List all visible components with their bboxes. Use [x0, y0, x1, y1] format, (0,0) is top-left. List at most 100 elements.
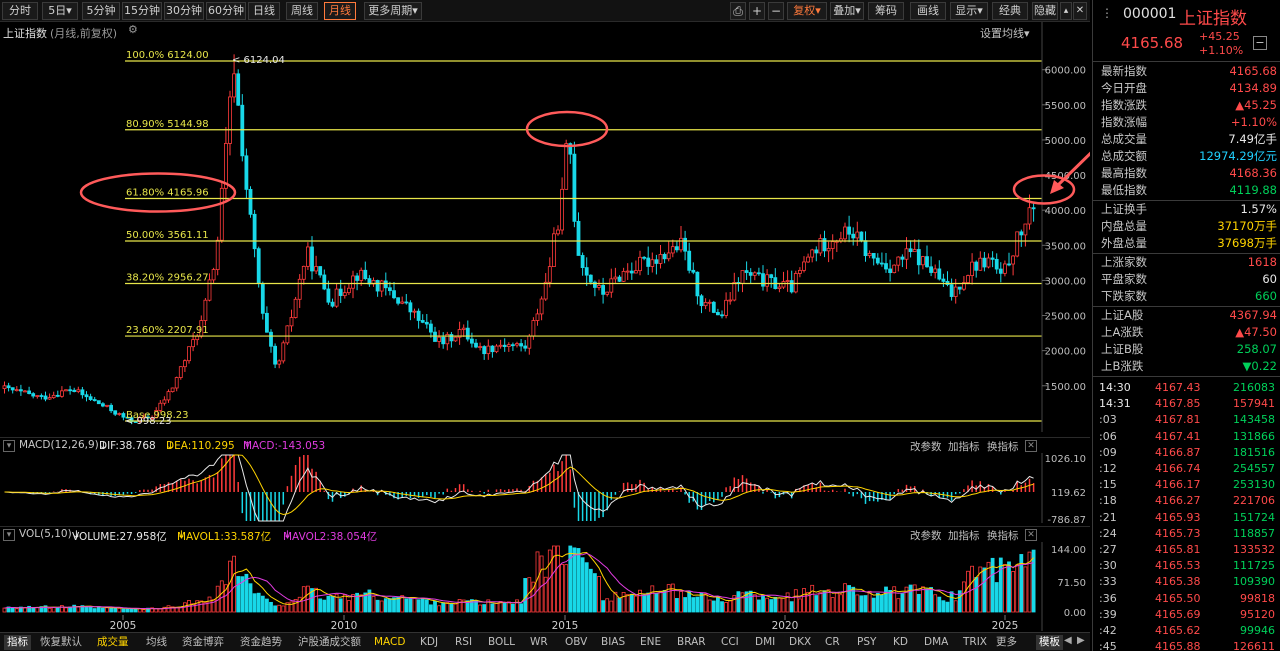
overlay-dropdown[interactable]: 叠加▾	[830, 2, 864, 20]
indicator-tab[interactable]: RSI	[455, 636, 473, 648]
macd-add-indicator[interactable]: 加指标	[948, 441, 980, 453]
candle	[330, 298, 335, 308]
indicator-tab[interactable]: CR	[825, 636, 840, 648]
period-button-30min[interactable]: 30分钟	[164, 2, 204, 20]
vol-bar	[219, 580, 224, 613]
vol-switch-indicator[interactable]: 换指标	[987, 530, 1019, 542]
period-button-daily[interactable]: 日线	[248, 2, 280, 20]
price-tick-label: 3000.00	[1045, 276, 1086, 287]
indicator-tab[interactable]: PSY	[857, 636, 877, 648]
indicator-tab[interactable]: KDJ	[420, 636, 439, 648]
candle-body	[810, 249, 815, 258]
close-icon[interactable]: ✕	[1073, 2, 1087, 20]
vol-header: ▾ VOL(5,10) VOLUME:27.958亿 ↓ MAVOL1:33.58…	[0, 526, 1090, 543]
more-periods-dropdown[interactable]: 更多周期▾	[364, 2, 422, 20]
indicator-tab[interactable]: 模板	[1036, 635, 1063, 650]
indicator-tab[interactable]: DKX	[789, 636, 812, 648]
indicator-tab[interactable]: 资金博弈	[182, 636, 224, 648]
indicator-tab[interactable]: KD	[893, 636, 908, 648]
indicator-tab[interactable]: DMA	[924, 636, 949, 648]
candle	[679, 225, 683, 253]
scroll-right-icon[interactable]: ▶	[1077, 635, 1085, 646]
candle	[916, 239, 921, 275]
macd-chart[interactable]: 1026.10 119.62 -786.87	[0, 453, 1090, 523]
adjust-dropdown[interactable]: 复权▾	[787, 2, 827, 20]
candle	[264, 306, 269, 333]
scroll-up-icon[interactable]: ▴	[1060, 2, 1072, 20]
vol-bar	[264, 598, 269, 613]
candle	[687, 242, 692, 274]
macd-edit-params[interactable]: 改参数	[910, 441, 942, 453]
quote-stat-label: 最低指数	[1101, 183, 1147, 197]
indicator-tab[interactable]: 成交量	[97, 636, 129, 648]
candle-body	[174, 377, 179, 389]
indicator-tab[interactable]: 均线	[146, 636, 167, 648]
hide-button[interactable]: 隐藏	[1032, 2, 1058, 20]
period-button-5min[interactable]: 5分钟	[82, 2, 120, 20]
chips-button[interactable]: 筹码	[868, 2, 904, 20]
period-button-intraday[interactable]: 分时	[2, 2, 38, 20]
draw-line-button[interactable]: 画线	[910, 2, 946, 20]
candle	[818, 234, 823, 256]
macd-switch-indicator[interactable]: 换指标	[987, 441, 1019, 453]
candle-body	[740, 270, 745, 284]
vol-bar	[539, 555, 544, 613]
vol-bar	[584, 562, 589, 613]
indicator-tab[interactable]: TRIX	[963, 636, 987, 648]
scroll-left-icon[interactable]: ◀	[1064, 635, 1072, 646]
menu-icon[interactable]: ⋮	[1101, 6, 1113, 20]
minimize-icon[interactable]: −	[1253, 36, 1267, 50]
indicator-tab[interactable]: DMI	[755, 636, 776, 648]
tick-row: 14:30 4167.43 216083	[1099, 379, 1277, 396]
candle	[785, 270, 790, 292]
indicator-tab[interactable]: MACD	[374, 636, 406, 648]
vol-bar	[301, 586, 306, 613]
period-button-weekly[interactable]: 周线	[286, 2, 318, 20]
period-button-5day[interactable]: 5日▾	[42, 2, 78, 20]
volume-chart[interactable]: 144.00 71.50 0.00 2005 2010 2015 2020 2025	[0, 542, 1090, 631]
indicator-tab[interactable]: OBV	[565, 636, 588, 648]
classic-button[interactable]: 经典	[992, 2, 1028, 20]
zoom-in-icon[interactable]: +	[749, 2, 765, 20]
vol-add-indicator[interactable]: 加指标	[948, 530, 980, 542]
tick-row: :18 4166.27 221706	[1099, 492, 1277, 509]
zoom-out-icon[interactable]: −	[768, 2, 784, 20]
vol-edit-params[interactable]: 改参数	[910, 530, 942, 542]
collapse-icon[interactable]: ▾	[3, 529, 15, 541]
close-icon[interactable]: ✕	[1025, 440, 1037, 452]
indicator-tab[interactable]: BRAR	[677, 636, 706, 648]
more-periods-label: 更多周期	[368, 4, 413, 17]
candle-body	[896, 256, 901, 266]
indicator-tab[interactable]: 恢复默认	[40, 636, 82, 648]
candle	[851, 227, 856, 246]
indicator-tab[interactable]: CCI	[721, 636, 739, 648]
settings-gear-icon[interactable]: ⚙	[128, 23, 138, 36]
candle-body	[634, 270, 638, 274]
display-dropdown[interactable]: 显示▾	[950, 2, 988, 20]
lock-icon[interactable]: ⎙	[730, 2, 746, 20]
indicator-tab[interactable]: ENE	[640, 636, 662, 648]
vol-bar	[519, 603, 523, 613]
indicator-tab[interactable]: BOLL	[488, 636, 515, 648]
indicator-tab[interactable]: 指标	[4, 635, 31, 650]
chevron-down-icon: ▾	[412, 4, 418, 17]
quote-stat-label: 上证A股	[1101, 308, 1144, 322]
close-icon[interactable]: ✕	[1025, 529, 1037, 541]
period-button-monthly[interactable]: 月线	[324, 2, 356, 20]
indicator-tab[interactable]: 资金趋势	[240, 636, 282, 648]
tick-volume: 216083	[1233, 381, 1275, 394]
indicator-tab[interactable]: 沪股通成交额	[298, 636, 361, 648]
period-button-15min[interactable]: 15分钟	[122, 2, 162, 20]
ma-settings-button[interactable]: 设置均线▾	[980, 25, 1030, 41]
vol-tick-label: 0.00	[1064, 608, 1086, 619]
candle-body	[375, 280, 380, 292]
period-button-60min[interactable]: 60分钟	[206, 2, 246, 20]
collapse-icon[interactable]: ▾	[3, 440, 15, 452]
candle-body	[461, 327, 466, 330]
indicator-tab[interactable]: BIAS	[601, 636, 626, 648]
kline-chart[interactable]: 100.0% 6124.00 80.90% 5144.98 61.80% 4165.…	[0, 22, 1090, 432]
indicator-tab[interactable]: 更多	[996, 636, 1017, 648]
vol-bar	[777, 597, 782, 613]
indicator-tab[interactable]: WR	[530, 636, 548, 648]
vol-bar	[408, 597, 413, 613]
